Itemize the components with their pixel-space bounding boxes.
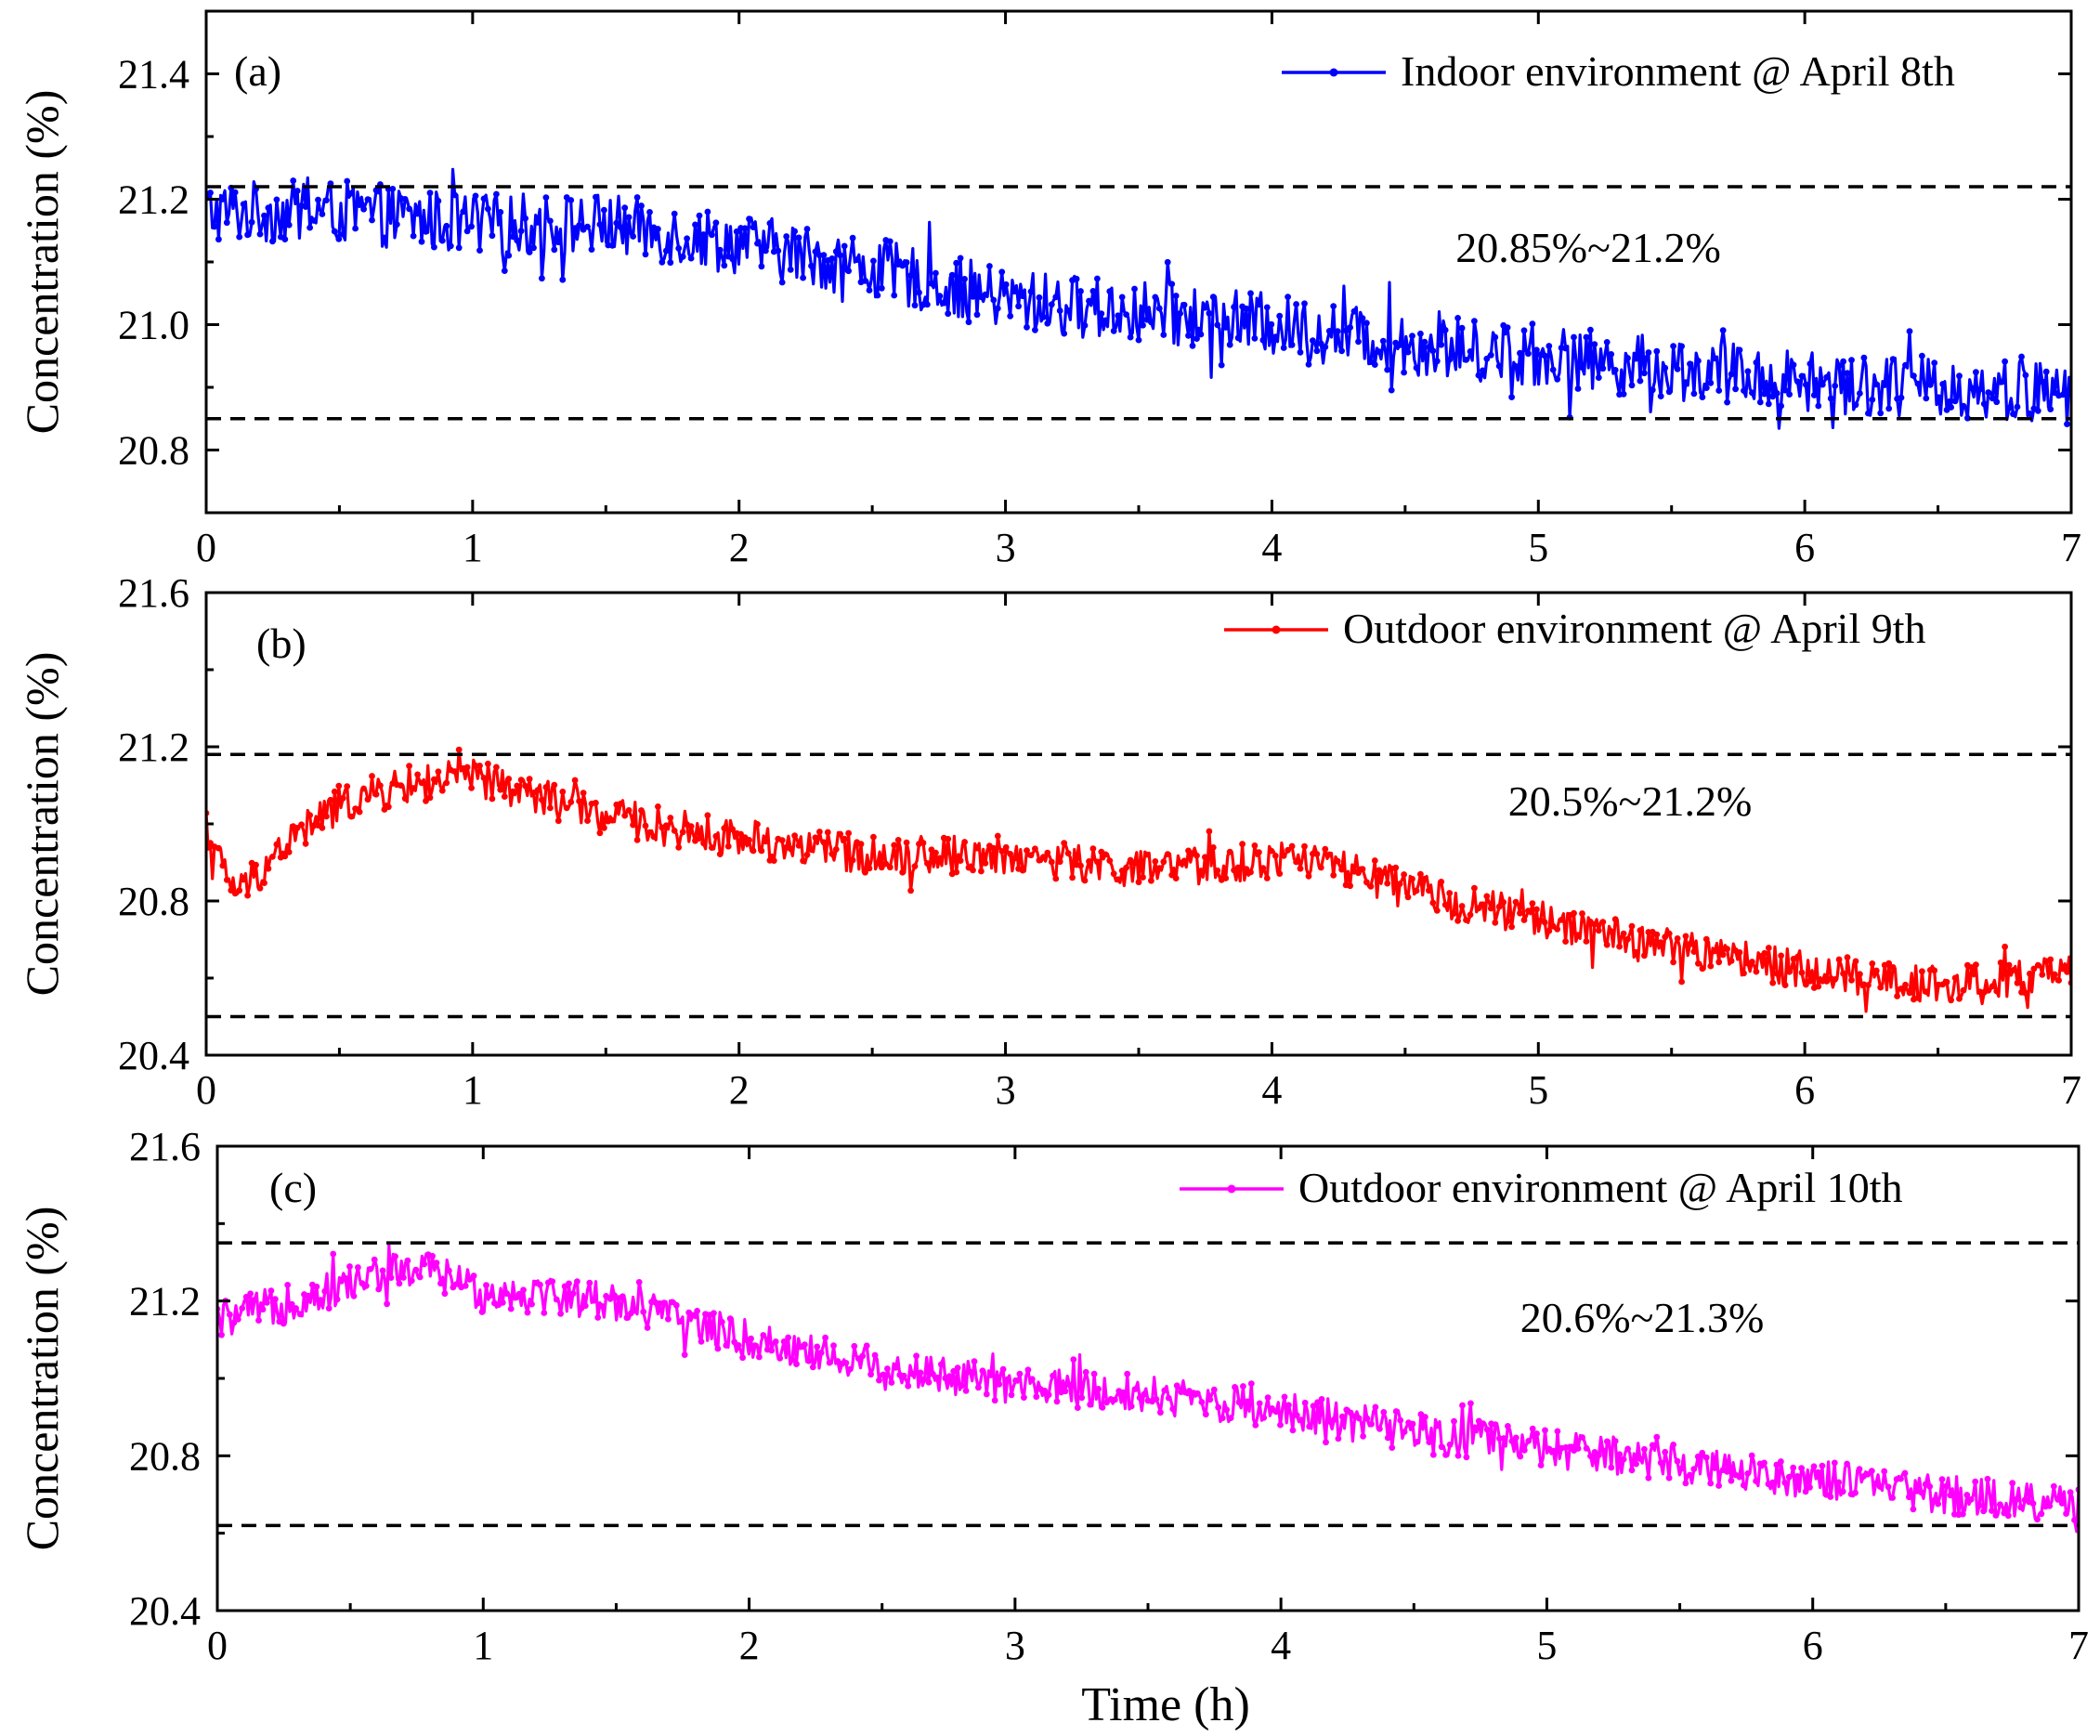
panel-label-2: (b): [256, 620, 307, 667]
x-tick-label-1-0: 0: [196, 525, 216, 570]
y-tick-label-1-3: 21.4: [118, 52, 189, 98]
x-tick-label-1-7: 7: [2061, 525, 2081, 570]
x-tick-label-2-1: 1: [463, 1067, 483, 1113]
y-tick-label-3-0: 20.4: [129, 1588, 201, 1634]
x-tick-label-1-5: 5: [1528, 525, 1548, 570]
x-tick-label-2-0: 0: [196, 1067, 216, 1113]
y-axis-label-2: Concentration (%): [16, 652, 68, 997]
panel-label-1: (a): [234, 47, 281, 95]
x-tick-label-2-4: 4: [1261, 1067, 1282, 1113]
legend-marker-2: [1272, 625, 1281, 634]
x-tick-label-2-5: 5: [1528, 1067, 1548, 1113]
x-tick-label-1-3: 3: [996, 525, 1016, 570]
x-tick-label-3-0: 0: [207, 1623, 228, 1668]
y-tick-label-2-3: 21.6: [118, 570, 189, 616]
legend-label-2: Outdoor environment @ April 9th: [1343, 605, 1926, 652]
x-tick-label-1-6: 6: [1794, 525, 1815, 570]
legend-2: Outdoor environment @ April 9th: [1224, 605, 1926, 652]
chart-panel-3: 0 1 2 3 4 5 6 7 20.4 20.8 21.2 21.6 Concentration (%…: [16, 1124, 2089, 1668]
x-tick-label-1-1: 1: [463, 525, 483, 570]
legend-label-1: Indoor environment @ April 8th: [1401, 47, 1955, 95]
x-tick-label-3-2: 2: [739, 1623, 760, 1668]
y-axis-label-3: Concentration (%): [16, 1207, 68, 1551]
y-tick-label-1-0: 20.8: [118, 428, 189, 474]
x-tick-label-1-2: 2: [729, 525, 750, 570]
series-markers-3: [217, 1250, 2079, 1523]
y-tick-label-2-0: 20.4: [118, 1033, 189, 1078]
series-markers-2: [206, 746, 2071, 1004]
chart-panel-2: 0 1 2 3 4 5 6 7 20.4 20.8 21.2 21.6 Concentration (%…: [16, 570, 2081, 1113]
y-tick-label-1-1: 21.0: [118, 303, 189, 348]
x-axis-label: Time (h): [1081, 1678, 1250, 1731]
x-tick-label-3-6: 6: [1803, 1623, 1823, 1668]
panel-label-3: (c): [269, 1164, 317, 1211]
x-tick-label-2-3: 3: [996, 1067, 1016, 1113]
legend-marker-1: [1329, 68, 1338, 77]
range-annotation-3: 20.6%~21.3%: [1520, 1294, 1765, 1341]
x-tick-label-2-2: 2: [729, 1067, 750, 1113]
series-markers-1: [206, 177, 2071, 427]
range-annotation-2: 20.5%~21.2%: [1508, 777, 1753, 825]
legend-marker-3: [1227, 1184, 1236, 1194]
y-tick-label-1-2: 21.2: [118, 177, 189, 223]
y-axis-label-1: Concentration (%): [16, 90, 68, 435]
y-tick-label-3-1: 20.8: [129, 1433, 201, 1479]
x-tick-label-3-1: 1: [473, 1623, 493, 1668]
legend-3: Outdoor environment @ April 10th: [1180, 1164, 1903, 1211]
y-tick-label-2-2: 21.2: [118, 724, 189, 770]
x-tick-label-3-5: 5: [1536, 1623, 1557, 1668]
legend-label-3: Outdoor environment @ April 10th: [1298, 1164, 1903, 1211]
x-tick-label-3-7: 7: [2068, 1623, 2089, 1668]
chart-panel-1: 0 1 2 3 4 5 6 7 20.8 21.0 21.2 21.4 Concentration (%…: [16, 9, 2081, 570]
x-tick-label-3-3: 3: [1005, 1623, 1025, 1668]
x-tick-label-2-6: 6: [1794, 1067, 1815, 1113]
legend-1: Indoor environment @ April 8th: [1282, 47, 1955, 95]
x-tick-label-2-7: 7: [2061, 1067, 2081, 1113]
y-tick-label-3-2: 21.2: [129, 1279, 201, 1325]
range-annotation-1: 20.85%~21.2%: [1455, 224, 1721, 271]
y-tick-label-2-1: 20.8: [118, 879, 189, 924]
x-tick-label-3-4: 4: [1271, 1623, 1291, 1668]
x-tick-label-1-4: 4: [1261, 525, 1282, 570]
y-tick-label-3-3: 21.6: [129, 1124, 201, 1169]
